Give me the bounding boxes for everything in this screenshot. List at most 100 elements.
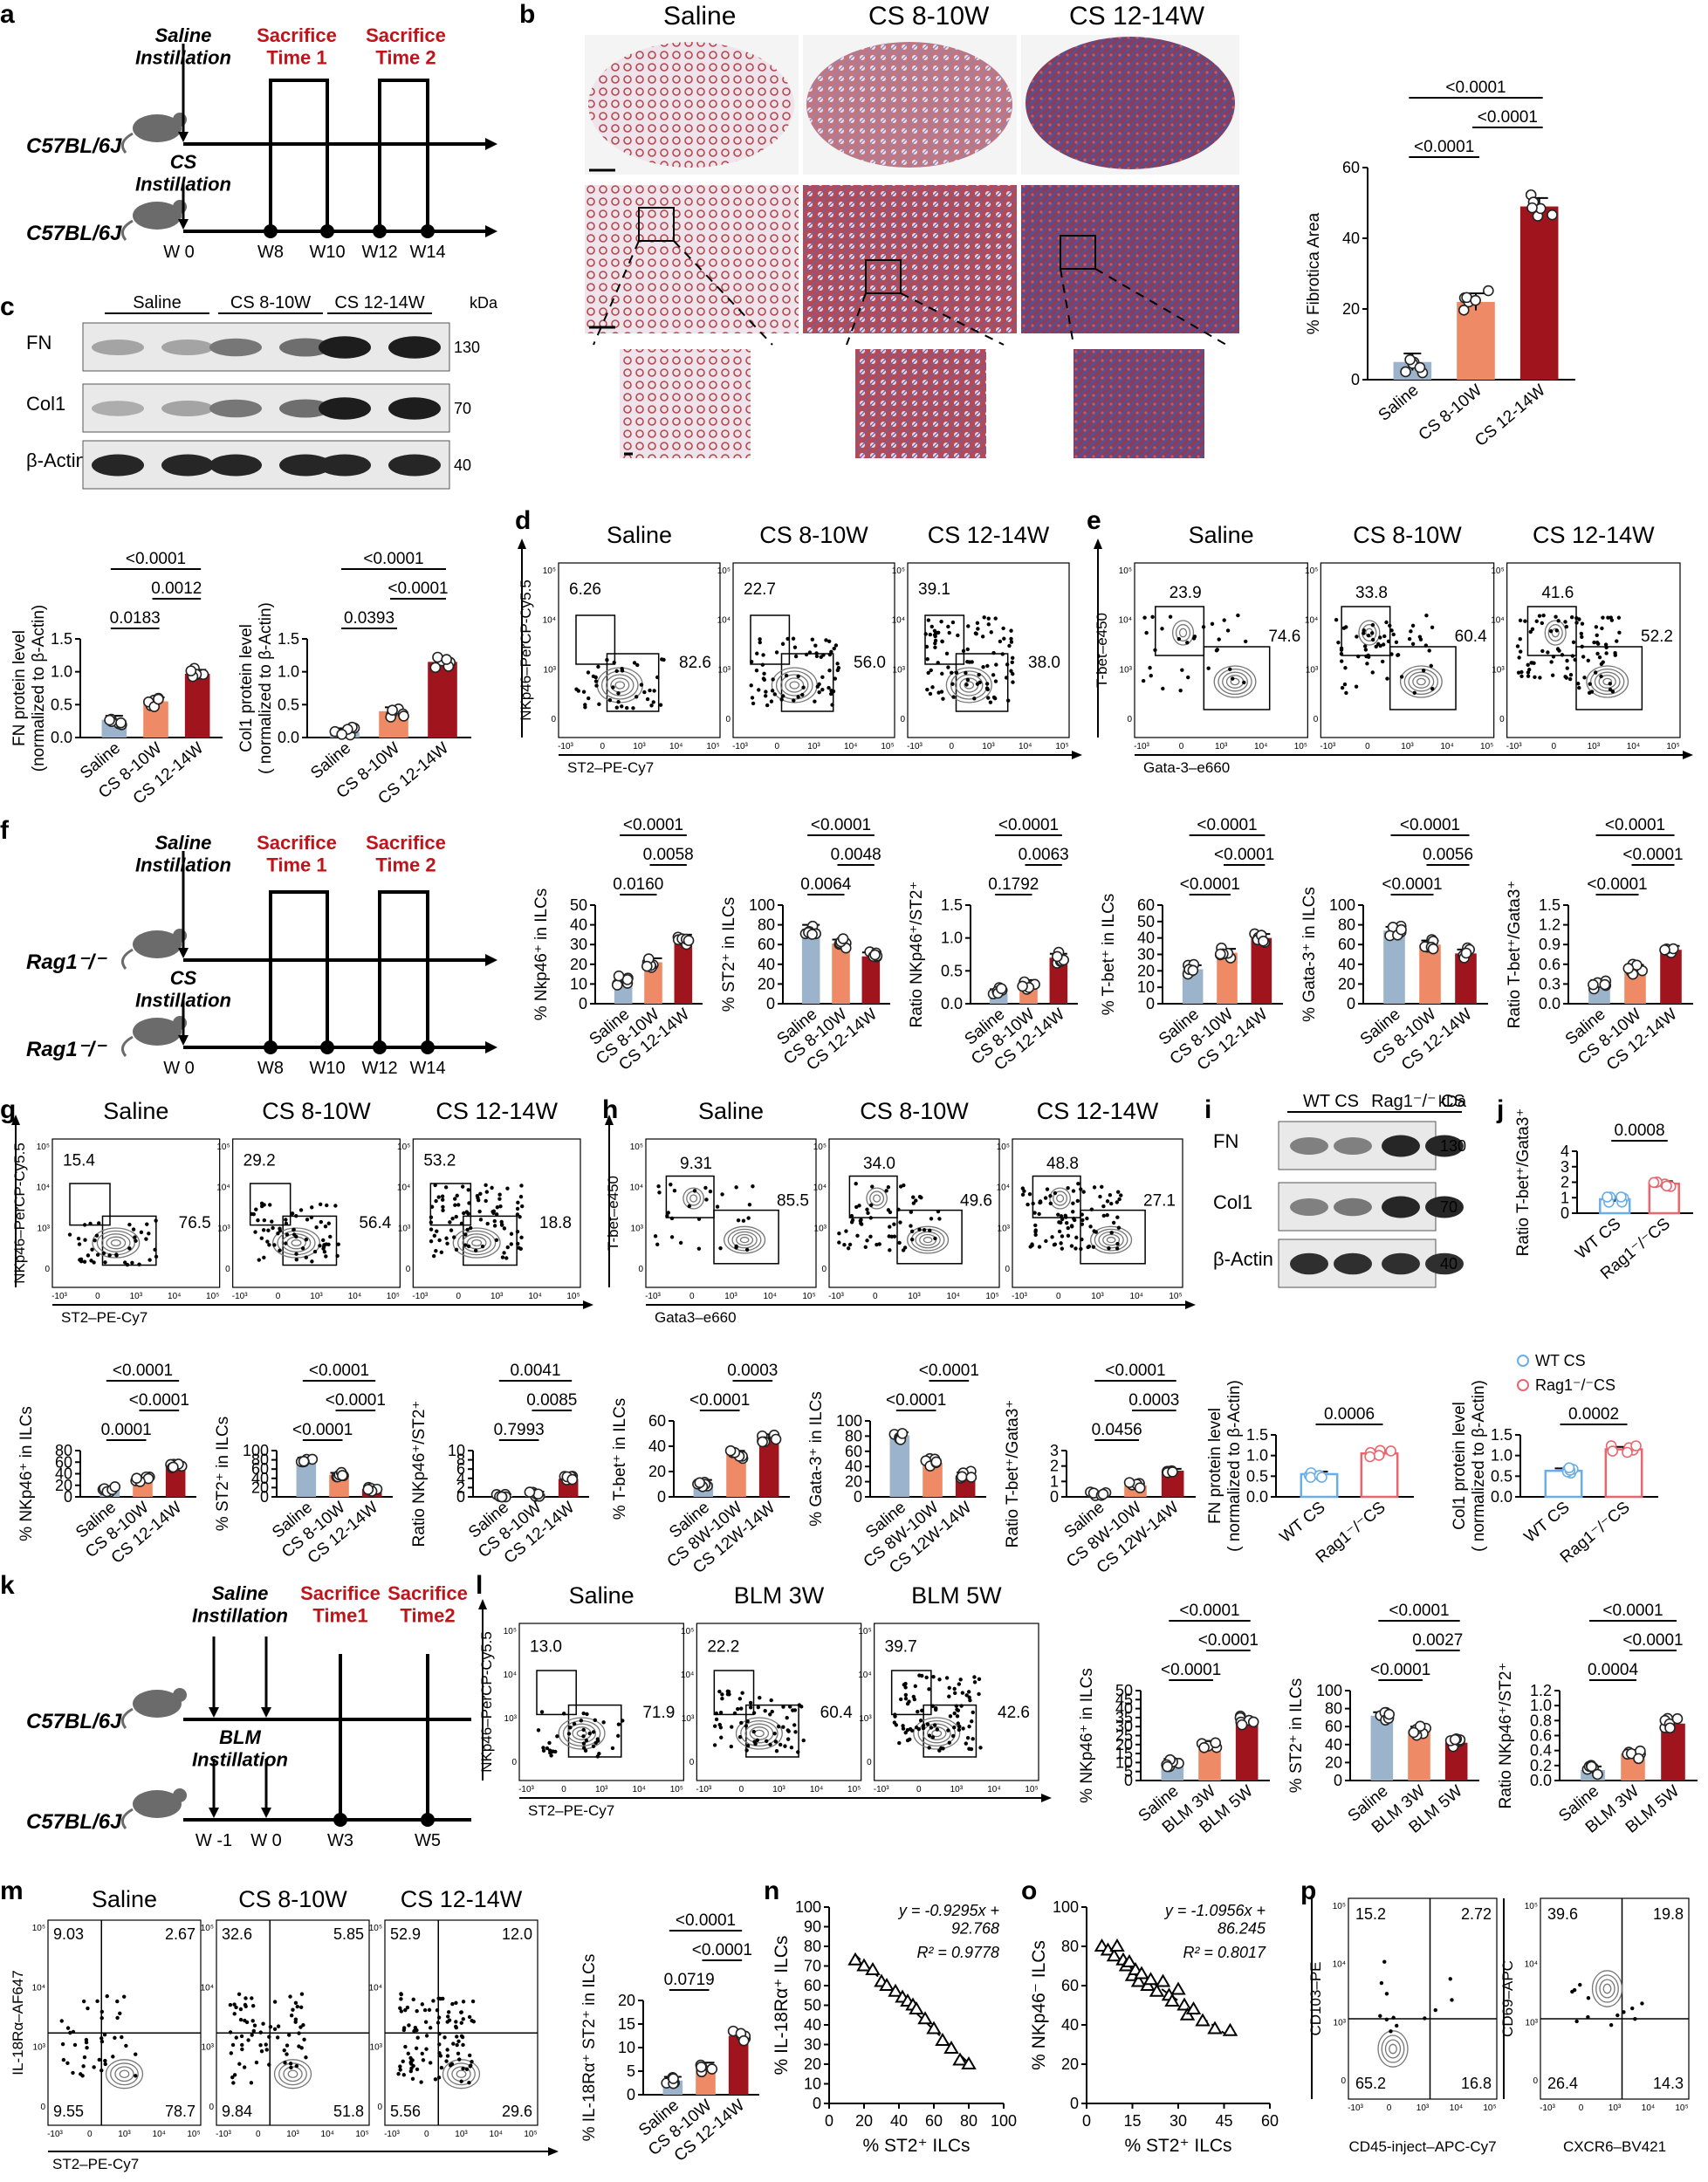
- x-axis-label: ST2–PE-Cy7: [528, 1802, 614, 1819]
- event-dot: [441, 1208, 445, 1213]
- event-dot: [499, 1223, 504, 1227]
- event-dot: [436, 2021, 441, 2025]
- event-dot: [952, 1691, 957, 1696]
- mouse-icon-head: [173, 1688, 187, 1702]
- event-dot: [586, 696, 591, 701]
- event-dot: [405, 2005, 410, 2010]
- x-tick-label: 10³: [286, 2130, 299, 2139]
- event-dot: [957, 1682, 962, 1686]
- week-label: W14: [409, 1059, 445, 1078]
- event-dot: [911, 1195, 916, 1199]
- event-dot: [984, 682, 990, 686]
- gate-percentage: 39.7: [885, 1637, 917, 1656]
- event-dot: [751, 1711, 757, 1715]
- y-tick-label: 10: [618, 2039, 635, 2056]
- data-point: [1586, 1760, 1597, 1773]
- event-dot: [242, 2065, 247, 2069]
- event-dot: [415, 2008, 419, 2014]
- p-value-label: <0.0001: [811, 816, 871, 834]
- event-dot: [65, 2061, 70, 2065]
- event-dot: [505, 1186, 510, 1190]
- contour-line: [110, 2062, 139, 2086]
- event-dot: [77, 1242, 82, 1246]
- event-dot: [774, 650, 779, 655]
- bar: [861, 956, 881, 1004]
- y-tick-label: 80: [251, 1451, 269, 1469]
- event-dot: [266, 1228, 271, 1232]
- y-axis-label-group: % ST2⁺ in ILCs: [214, 1417, 232, 1531]
- y-tick-label: 100: [749, 896, 775, 914]
- event-dot: [437, 1238, 442, 1243]
- x-tick-label: 10⁵: [1666, 742, 1679, 751]
- x-tick-label: 10⁵: [881, 742, 894, 751]
- event-dot: [616, 691, 621, 696]
- event-dot: [772, 692, 777, 696]
- event-dot: [283, 2061, 287, 2065]
- p-value-label: <0.0001: [309, 1362, 369, 1380]
- event-dot: [804, 652, 809, 657]
- blot-band: [92, 454, 144, 477]
- event-dot: [561, 1712, 566, 1716]
- event-dot: [897, 1740, 902, 1746]
- x-tick-label: 10⁴: [1440, 742, 1453, 751]
- event-dot: [769, 699, 774, 703]
- y-tick-label: 2: [456, 1479, 465, 1496]
- event-dot: [1066, 1233, 1071, 1238]
- event-dot: [888, 1225, 892, 1229]
- contour-line: [917, 1719, 956, 1747]
- p-value-label: <0.0001: [1414, 138, 1474, 156]
- event-dot: [420, 2002, 425, 2007]
- contour-line: [1598, 675, 1616, 689]
- quadrant-value: 16.8: [1461, 2075, 1492, 2092]
- event-dot: [849, 1220, 854, 1225]
- bar: [1217, 952, 1238, 1004]
- event-dot: [950, 682, 955, 686]
- event-dot: [952, 1686, 957, 1691]
- bar-chart-i-col1: Col1 protein level( normalized to β-Acti…: [1451, 1380, 1658, 1567]
- event-dot: [1580, 621, 1585, 626]
- mouse-strain-label-line: Rag1⁻/⁻: [26, 1038, 107, 1061]
- y-axis-label-group: IL-18Rα–AF647: [10, 1970, 26, 2075]
- p-value-label: 0.0012: [151, 580, 202, 598]
- event-dot: [99, 2009, 105, 2014]
- event-dot: [240, 2042, 244, 2048]
- event-dot: [399, 1992, 403, 1997]
- data-point: [1427, 943, 1439, 955]
- blot-band: [1382, 1135, 1420, 1157]
- event-dot: [1433, 2007, 1437, 2013]
- event-dot: [1609, 2022, 1614, 2028]
- event-dot: [824, 638, 828, 642]
- p-value-label: <0.0001: [1389, 1602, 1449, 1620]
- event-dot: [773, 1739, 779, 1744]
- event-dot: [1206, 666, 1211, 670]
- event-dot: [1115, 1246, 1120, 1251]
- event-dot: [1540, 621, 1545, 626]
- x-tick-label: 0: [873, 1292, 878, 1301]
- event-dot: [868, 1216, 873, 1220]
- y-tick-label: 10³: [38, 1224, 51, 1233]
- event-dot: [1424, 614, 1429, 618]
- event-dot: [124, 2043, 128, 2048]
- x-tick-label: 60: [1261, 2112, 1279, 2130]
- event-dot: [1080, 1212, 1084, 1217]
- event-dot: [516, 1200, 520, 1205]
- mw-marker: 70: [1440, 1198, 1458, 1216]
- x-tick-label: 10³: [1588, 742, 1601, 751]
- event-dot: [946, 624, 950, 629]
- event-dot: [396, 2071, 401, 2076]
- event-dot: [1551, 655, 1556, 659]
- mouse-icon: [133, 930, 182, 958]
- data-point: [398, 710, 409, 722]
- quadrant-value: 5.85: [333, 1925, 364, 1943]
- event-dot: [1386, 639, 1391, 644]
- blot-band: [92, 401, 144, 416]
- event-dot: [153, 1247, 157, 1252]
- y-tick-label: 0: [209, 2103, 214, 2112]
- x-arrow-head: [1041, 1794, 1052, 1802]
- y-tick-label: 20: [1137, 962, 1155, 979]
